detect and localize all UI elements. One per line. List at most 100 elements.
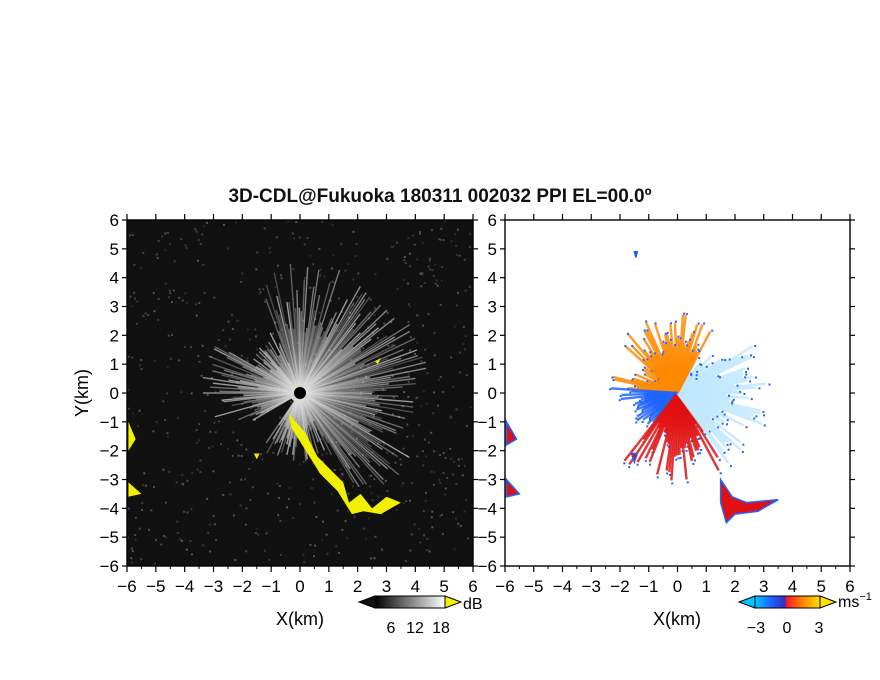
noise-pixel	[439, 304, 442, 307]
noise-pixel	[203, 225, 206, 228]
echo-ray	[299, 336, 396, 394]
velocity-speckle	[656, 476, 659, 479]
noise-pixel	[449, 416, 452, 419]
noise-pixel	[360, 367, 363, 370]
velocity-speckle	[689, 338, 692, 341]
noise-pixel	[434, 282, 437, 285]
noise-pixel	[129, 295, 132, 298]
noise-pixel	[408, 349, 411, 352]
noise-pixel	[431, 269, 434, 272]
x-axis-label-left: X(km)	[276, 609, 324, 629]
noise-pixel	[152, 430, 155, 433]
noise-pixel	[279, 553, 282, 556]
noise-pixel	[241, 272, 244, 275]
noise-pixel	[236, 439, 239, 442]
noise-pixel	[391, 374, 394, 377]
noise-pixel	[198, 423, 201, 426]
noise-pixel	[466, 424, 469, 427]
velocity-speckle	[721, 410, 724, 413]
noise-pixel	[383, 322, 386, 325]
noise-pixel	[438, 238, 441, 241]
noise-pixel	[444, 487, 447, 490]
noise-pixel	[456, 304, 459, 307]
noise-pixel	[396, 288, 399, 291]
noise-pixel	[196, 231, 199, 234]
noise-pixel	[433, 483, 436, 486]
noise-pixel	[350, 424, 353, 427]
noise-pixel	[157, 318, 160, 321]
echo-ray	[299, 321, 322, 394]
noise-pixel	[386, 451, 389, 454]
velocity-speckle	[768, 383, 771, 386]
noise-pixel	[374, 273, 377, 276]
noise-pixel	[258, 292, 261, 295]
noise-pixel	[341, 473, 344, 476]
noise-pixel	[162, 400, 165, 403]
noise-pixel	[206, 221, 209, 224]
noise-pixel	[178, 359, 181, 362]
noise-pixel	[269, 251, 272, 254]
noise-pixel	[409, 549, 412, 552]
noise-pixel	[280, 328, 283, 331]
noise-pixel	[236, 377, 239, 380]
noise-pixel	[130, 305, 133, 308]
noise-pixel	[198, 301, 201, 304]
velocity-speckle	[609, 388, 612, 391]
noise-pixel	[196, 468, 199, 471]
velocity-speckle	[741, 450, 744, 453]
y-tick-label: −3	[478, 471, 497, 490]
noise-pixel	[373, 313, 376, 316]
noise-pixel	[313, 555, 316, 558]
noise-pixel	[466, 537, 469, 540]
velocity-speckle	[643, 366, 646, 369]
y-tick-label: −3	[100, 471, 119, 490]
colorbar-unit-db: dB	[463, 596, 483, 613]
noise-pixel	[245, 448, 248, 451]
noise-pixel	[292, 237, 295, 240]
noise-pixel	[222, 329, 225, 332]
velocity-speckle	[704, 433, 707, 436]
velocity-speckle	[662, 340, 665, 343]
noise-pixel	[460, 457, 463, 460]
noise-pixel	[412, 234, 415, 237]
echo-ray	[299, 269, 341, 394]
noise-pixel	[155, 538, 158, 541]
noise-pixel	[356, 469, 359, 472]
noise-pixel	[157, 240, 160, 243]
noise-pixel	[263, 363, 266, 366]
noise-pixel	[186, 511, 189, 514]
echo-ray	[299, 392, 365, 485]
noise-pixel	[245, 359, 248, 362]
noise-pixel	[195, 303, 198, 306]
noise-pixel	[141, 502, 144, 505]
noise-pixel	[263, 549, 266, 552]
velocity-speckle	[666, 331, 669, 334]
velocity-ray	[631, 390, 678, 395]
noise-pixel	[249, 498, 252, 501]
noise-pixel	[442, 452, 445, 455]
velocity-speckle	[694, 459, 697, 462]
velocity-speckle	[763, 424, 766, 427]
echo-ray	[219, 390, 301, 394]
reflectivity-highlight	[128, 358, 401, 515]
noise-pixel	[368, 485, 371, 488]
noise-pixel	[423, 534, 426, 537]
noise-pixel	[452, 473, 455, 476]
echo-ray	[223, 392, 301, 403]
x-tick-label: 3	[759, 577, 768, 596]
noise-pixel	[368, 422, 371, 425]
noise-pixel	[333, 417, 336, 420]
noise-pixel	[365, 454, 368, 457]
noise-pixel	[133, 291, 136, 294]
velocity-speckle	[612, 379, 615, 382]
noise-pixel	[136, 300, 139, 303]
velocity-speckle	[718, 459, 721, 462]
noise-pixel	[415, 396, 418, 399]
noise-pixel	[303, 560, 306, 563]
noise-pixel	[240, 280, 243, 283]
noise-pixel	[314, 353, 317, 356]
noise-pixel	[131, 550, 134, 553]
highlight-echo	[128, 482, 142, 497]
velocity-unit-exponent: −1	[859, 591, 872, 603]
